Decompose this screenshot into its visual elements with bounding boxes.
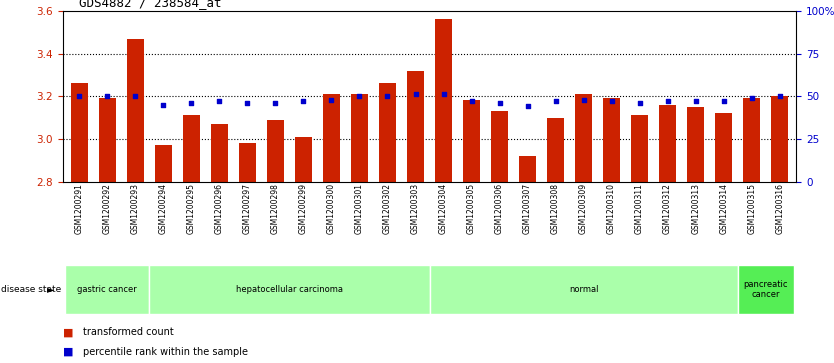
Bar <box>737 265 794 314</box>
Bar <box>631 115 648 182</box>
Text: normal: normal <box>569 285 598 294</box>
Bar <box>716 113 732 182</box>
Bar <box>211 124 228 182</box>
Text: GSM1200305: GSM1200305 <box>467 183 476 234</box>
Point <box>353 93 366 99</box>
Point <box>73 93 86 99</box>
Text: GDS4882 / 238584_at: GDS4882 / 238584_at <box>79 0 222 9</box>
Point <box>633 100 646 106</box>
Bar <box>575 94 592 182</box>
Point <box>381 93 394 99</box>
Text: hepatocellular carcinoma: hepatocellular carcinoma <box>236 285 343 294</box>
Text: GSM1200295: GSM1200295 <box>187 183 196 234</box>
Text: gastric cancer: gastric cancer <box>78 285 138 294</box>
Text: GSM1200296: GSM1200296 <box>215 183 224 234</box>
Bar <box>127 38 143 182</box>
Bar <box>687 107 704 182</box>
Bar <box>547 118 564 182</box>
Point <box>689 98 702 104</box>
Text: GSM1200315: GSM1200315 <box>747 183 756 234</box>
Point <box>465 98 478 104</box>
Bar <box>149 265 430 314</box>
Bar <box>239 143 256 182</box>
Text: GSM1200308: GSM1200308 <box>551 183 560 234</box>
Point <box>128 93 142 99</box>
Point <box>324 97 338 102</box>
Bar <box>519 156 536 182</box>
Text: GSM1200316: GSM1200316 <box>775 183 784 234</box>
Point <box>745 95 758 101</box>
Point <box>241 100 254 106</box>
Point <box>549 98 562 104</box>
Text: GSM1200298: GSM1200298 <box>271 183 280 234</box>
Point <box>521 103 535 109</box>
Text: GSM1200301: GSM1200301 <box>355 183 364 234</box>
Text: GSM1200293: GSM1200293 <box>131 183 140 234</box>
Bar <box>659 105 676 182</box>
Bar <box>155 145 172 182</box>
Text: GSM1200310: GSM1200310 <box>607 183 616 234</box>
Point <box>773 93 786 99</box>
Bar <box>183 115 200 182</box>
Bar <box>295 137 312 182</box>
Bar <box>379 83 396 182</box>
Text: GSM1200291: GSM1200291 <box>75 183 84 234</box>
Text: GSM1200300: GSM1200300 <box>327 183 336 234</box>
Text: pancreatic
cancer: pancreatic cancer <box>743 280 788 299</box>
Text: percentile rank within the sample: percentile rank within the sample <box>83 347 249 357</box>
Point <box>577 97 590 102</box>
Point <box>269 100 282 106</box>
Bar <box>603 98 620 182</box>
Bar <box>267 120 284 182</box>
Text: GSM1200311: GSM1200311 <box>636 183 644 234</box>
Point <box>185 100 198 106</box>
Bar <box>771 96 788 182</box>
Text: GSM1200304: GSM1200304 <box>439 183 448 234</box>
Text: GSM1200306: GSM1200306 <box>495 183 504 234</box>
Bar <box>435 20 452 182</box>
Bar <box>99 98 116 182</box>
Bar <box>491 111 508 182</box>
Text: ■: ■ <box>63 327 73 337</box>
Point <box>717 98 731 104</box>
Text: GSM1200294: GSM1200294 <box>159 183 168 234</box>
Text: disease state: disease state <box>1 285 61 294</box>
Text: GSM1200302: GSM1200302 <box>383 183 392 234</box>
Text: GSM1200292: GSM1200292 <box>103 183 112 234</box>
Text: GSM1200313: GSM1200313 <box>691 183 700 234</box>
Text: transformed count: transformed count <box>83 327 174 337</box>
Bar <box>430 265 737 314</box>
Text: GSM1200297: GSM1200297 <box>243 183 252 234</box>
Text: GSM1200303: GSM1200303 <box>411 183 420 234</box>
Bar <box>65 265 149 314</box>
Bar <box>351 94 368 182</box>
Text: GSM1200309: GSM1200309 <box>579 183 588 234</box>
Bar <box>463 101 480 182</box>
Text: ►: ► <box>47 285 54 294</box>
Text: GSM1200314: GSM1200314 <box>719 183 728 234</box>
Text: ■: ■ <box>63 347 73 357</box>
Bar <box>743 98 760 182</box>
Text: GSM1200312: GSM1200312 <box>663 183 672 234</box>
Bar <box>323 94 340 182</box>
Point <box>409 91 422 97</box>
Text: GSM1200307: GSM1200307 <box>523 183 532 234</box>
Point <box>605 98 618 104</box>
Bar <box>407 71 424 182</box>
Point <box>101 93 114 99</box>
Point <box>297 98 310 104</box>
Bar <box>71 83 88 182</box>
Point <box>493 100 506 106</box>
Point <box>157 102 170 107</box>
Point <box>661 98 674 104</box>
Text: GSM1200299: GSM1200299 <box>299 183 308 234</box>
Point <box>437 91 450 97</box>
Point <box>213 98 226 104</box>
